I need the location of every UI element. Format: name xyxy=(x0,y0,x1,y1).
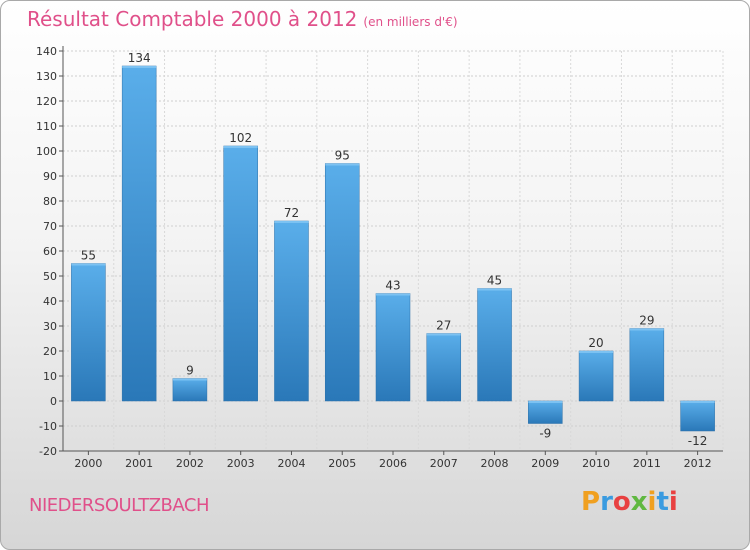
bar xyxy=(528,400,563,424)
x-tick-label: 2003 xyxy=(227,457,255,470)
bar xyxy=(426,333,462,402)
value-label: 9 xyxy=(186,364,194,378)
bar xyxy=(274,220,309,402)
logo-letter: i xyxy=(647,487,657,517)
value-label: -12 xyxy=(688,434,708,448)
x-tick-label: 2002 xyxy=(176,457,204,470)
logo-letter: i xyxy=(668,487,678,517)
y-tick-label: -10 xyxy=(39,420,57,433)
bar-highlight xyxy=(122,66,157,68)
bar-highlight xyxy=(172,378,207,381)
bar-highlight xyxy=(325,163,360,166)
title-text: Résultat Comptable 2000 à 2012 xyxy=(27,7,358,31)
bar xyxy=(578,350,614,402)
x-tick-label: 2005 xyxy=(328,457,356,470)
value-label: 55 xyxy=(81,249,96,263)
bar xyxy=(375,293,411,402)
bar-highlight xyxy=(223,146,258,148)
x-tick-label: 2006 xyxy=(379,457,407,470)
logo-letter: x xyxy=(630,487,648,517)
bar xyxy=(223,145,258,402)
value-label: 20 xyxy=(588,336,603,350)
x-tick-label: 2001 xyxy=(125,457,153,470)
x-tick-label: 2010 xyxy=(582,457,610,470)
logo-letter: o xyxy=(612,487,631,517)
logo-letter: P xyxy=(581,487,601,517)
logo-letter: r xyxy=(600,487,613,517)
bar-highlight xyxy=(426,333,461,336)
y-tick-label: 70 xyxy=(43,220,57,233)
bar xyxy=(324,163,360,402)
x-tick-label: 2011 xyxy=(633,457,661,470)
value-label: 27 xyxy=(436,319,451,333)
y-tick-label: 110 xyxy=(36,120,57,133)
bar-highlight xyxy=(274,221,309,223)
value-label: 72 xyxy=(284,206,299,220)
y-tick-label: 30 xyxy=(43,320,57,333)
bar xyxy=(629,328,665,402)
y-tick-label: 60 xyxy=(43,245,57,258)
place-name: NIEDERSOULTZBACH xyxy=(29,495,209,516)
value-label: 95 xyxy=(335,149,350,163)
y-tick-label: 90 xyxy=(43,170,57,183)
bar-highlight xyxy=(680,401,715,403)
y-tick-label: 40 xyxy=(43,295,57,308)
y-tick-label: -20 xyxy=(39,445,57,458)
bar xyxy=(71,263,106,402)
chart-subtitle: (en milliers d'€) xyxy=(363,15,458,29)
y-tick-label: 100 xyxy=(36,145,57,158)
value-label: 102 xyxy=(229,131,252,145)
logo-letter: t xyxy=(656,487,669,517)
value-label: 134 xyxy=(128,51,151,65)
x-tick-label: 2007 xyxy=(430,457,458,470)
y-tick-label: 10 xyxy=(43,370,57,383)
bar-highlight xyxy=(376,293,410,296)
bar xyxy=(121,65,157,402)
y-tick-label: 0 xyxy=(50,395,57,408)
value-label: 43 xyxy=(385,279,400,293)
bar-highlight xyxy=(528,401,563,403)
y-tick-label: 140 xyxy=(36,45,57,58)
value-label: -9 xyxy=(539,427,551,441)
y-tick-label: 50 xyxy=(43,270,57,283)
x-tick-label: 2008 xyxy=(481,457,509,470)
bar xyxy=(680,400,715,432)
bar-highlight xyxy=(629,328,664,331)
bar-highlight xyxy=(477,288,512,291)
x-tick-label: 2009 xyxy=(531,457,559,470)
chart-title: Résultat Comptable 2000 à 2012 (en millie… xyxy=(27,7,458,31)
value-label: 29 xyxy=(639,314,654,328)
bar xyxy=(172,378,208,402)
y-tick-label: 130 xyxy=(36,70,57,83)
y-tick-label: 20 xyxy=(43,345,57,358)
x-tick-label: 2000 xyxy=(74,457,102,470)
bar-highlight xyxy=(71,263,106,266)
value-label: 45 xyxy=(487,274,502,288)
bar-highlight xyxy=(579,351,614,353)
proxiti-logo: Proxiti xyxy=(581,487,678,517)
x-tick-label: 2004 xyxy=(277,457,305,470)
x-tick-label: 2012 xyxy=(684,457,712,470)
y-tick-label: 80 xyxy=(43,195,57,208)
y-tick-label: 120 xyxy=(36,95,57,108)
bar xyxy=(477,288,512,402)
